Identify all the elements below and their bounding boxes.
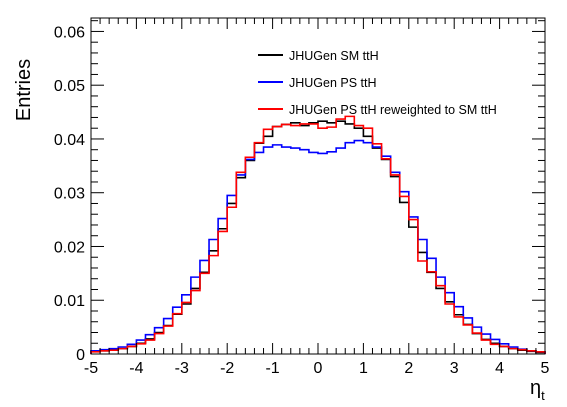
x-tick-label: 3 bbox=[450, 360, 459, 377]
series-layer bbox=[90, 115, 546, 354]
x-tick-label: -5 bbox=[84, 360, 98, 377]
ticks-layer bbox=[90, 18, 546, 355]
x-tick-label: -2 bbox=[220, 360, 234, 377]
x-axis-title-symbol: η bbox=[530, 377, 541, 399]
y-tick-label: 0 bbox=[76, 347, 85, 364]
x-tick-label: -3 bbox=[175, 360, 189, 377]
tick-labels-layer: -5 -4 -3 -2 -1 0 1 2 3 4 5 0 0.01 0.02 0.03 0.04 0.05 0.0… bbox=[54, 24, 550, 377]
legend: JHUGen SM ttH JHUGen PS ttH JHUGen PS ttH … bbox=[258, 49, 497, 117]
y-tick-label: 0.05 bbox=[54, 78, 85, 95]
y-tick-label: 0.02 bbox=[54, 239, 85, 256]
y-axis-title: Entries bbox=[13, 59, 35, 121]
series-line-2 bbox=[90, 139, 546, 354]
x-tick-label: 4 bbox=[495, 360, 504, 377]
series-line-3 bbox=[90, 115, 546, 354]
y-tick-label: 0.04 bbox=[54, 132, 85, 149]
plot-frame bbox=[90, 17, 546, 355]
series-line-1 bbox=[90, 120, 546, 354]
y-tick-label: 0.06 bbox=[54, 24, 85, 41]
legend-label-2: JHUGen PS ttH bbox=[289, 76, 377, 90]
x-axis-title-subscript: t bbox=[541, 388, 545, 403]
x-tick-label: 0 bbox=[314, 360, 323, 377]
y-tick-label: 0.03 bbox=[54, 186, 85, 203]
y-tick-label: 0.01 bbox=[54, 293, 85, 310]
x-tick-label: 1 bbox=[359, 360, 368, 377]
legend-label-3: JHUGen PS ttH reweighted to SM ttH bbox=[289, 103, 497, 117]
x-tick-label: -1 bbox=[265, 360, 279, 377]
x-axis-title: ηt bbox=[530, 377, 545, 403]
legend-label-1: JHUGen SM ttH bbox=[289, 49, 379, 63]
x-tick-label: -4 bbox=[129, 360, 143, 377]
x-tick-label: 2 bbox=[404, 360, 413, 377]
x-tick-label: 5 bbox=[541, 360, 550, 377]
